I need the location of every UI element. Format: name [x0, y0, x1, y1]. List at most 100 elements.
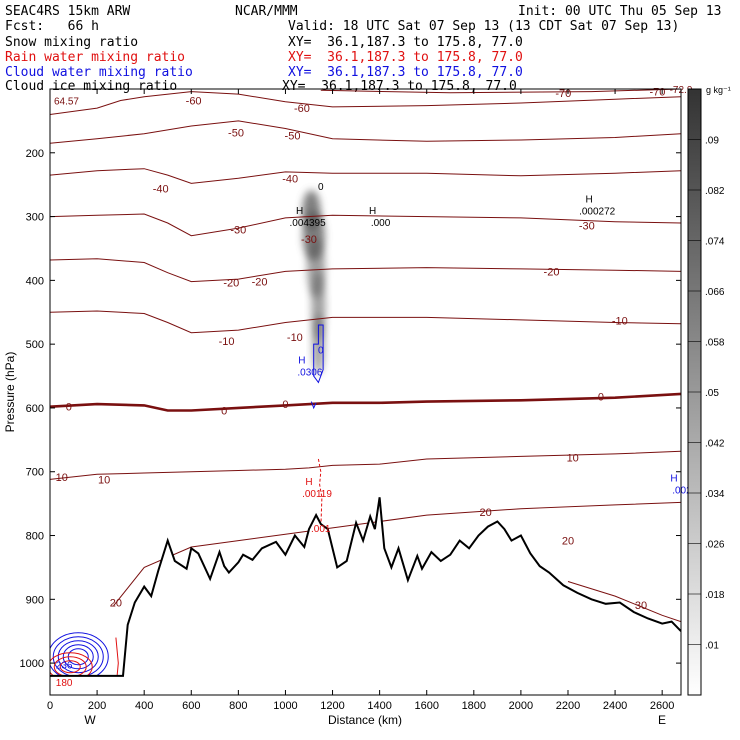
- contour-label: -70: [555, 88, 571, 100]
- colorbar-tick-label: .058: [705, 338, 725, 349]
- field-row-cloud-ice: Cloud ice mixing ratio: [5, 79, 178, 94]
- contour-label: -30: [301, 234, 317, 246]
- y-tick-label: 200: [26, 148, 44, 160]
- right-endpoint-label: E: [658, 713, 666, 727]
- plot-frame: [49, 88, 682, 696]
- maximum-marker: H: [586, 194, 593, 205]
- x-tick-label: 400: [135, 700, 153, 712]
- y-tick-label: 700: [26, 467, 44, 479]
- rain-water-contour: [317, 458, 323, 530]
- contour-label: 0: [318, 345, 324, 356]
- x-tick-label: 1800: [462, 700, 486, 712]
- y-tick-label: 400: [26, 275, 44, 287]
- y-tick-label: 1000: [20, 658, 44, 670]
- y-tick-label: 500: [26, 339, 44, 351]
- temperature-contour: [320, 89, 681, 94]
- x-tick-label: 1000: [273, 700, 297, 712]
- contour-label: -40: [153, 184, 169, 196]
- contour-label: -30: [579, 221, 595, 233]
- contour-label: -10: [219, 336, 235, 348]
- y-tick-label: 300: [26, 212, 44, 224]
- x-tick-label: 2600: [650, 700, 674, 712]
- field-row-cloud-water: Cloud water mixing ratio: [5, 65, 193, 80]
- header-init: Init: 00 UTC Thu 05 Sep 13: [518, 4, 722, 19]
- cloud-water-contour: [310, 401, 317, 410]
- x-tick-label: 1600: [414, 700, 438, 712]
- contour-label: -10: [612, 316, 628, 328]
- header-valid: Valid: 18 UTC Sat 07 Sep 13 (13 CDT Sat …: [288, 19, 680, 34]
- temperature-contour: [50, 213, 681, 237]
- temperature-contour: [50, 450, 681, 480]
- cloud-water-contour: [57, 640, 99, 674]
- maximum-marker: H: [296, 206, 303, 217]
- contour-label: 0: [66, 402, 72, 414]
- cloud-water-contour: [313, 324, 324, 384]
- maximum-value: .000: [371, 218, 391, 229]
- contour-label: 236: [56, 660, 73, 671]
- x-tick-label: 200: [88, 700, 106, 712]
- terrain-fill: [50, 497, 681, 695]
- contour-label: 20: [479, 507, 491, 519]
- maximum-marker: H: [305, 477, 312, 488]
- contour-label: 20: [562, 536, 574, 548]
- contour-label: .001: [311, 524, 331, 535]
- colorbar-tick-label: .026: [705, 540, 725, 551]
- maximum-value: .000272: [579, 206, 616, 217]
- field-row-snow-xy: XY= 36.1,187.3 to 175.8, 77.0: [288, 35, 523, 50]
- y-axis-label: Pressure (hPa): [3, 352, 17, 433]
- contour-label: 0: [282, 399, 288, 411]
- temperature-contour: [50, 120, 681, 144]
- x-axis-label: Distance (km): [328, 713, 402, 727]
- colorbar-tick-label: .05: [705, 388, 719, 399]
- maximum-value: .004395: [289, 218, 326, 229]
- contour-label: 10: [567, 453, 579, 465]
- contour-label: -40: [282, 173, 298, 185]
- cloud-water-contour: [62, 644, 94, 670]
- contour-label: -20: [223, 277, 239, 289]
- temperature-contour: [50, 258, 681, 283]
- x-tick-label: 2000: [509, 700, 533, 712]
- contour-label: -50: [228, 127, 244, 139]
- contour-label: 10: [98, 474, 110, 486]
- colorbar-tick-label: .082: [705, 186, 725, 197]
- contour-label: -30: [230, 224, 246, 236]
- contour-label: -20: [252, 277, 268, 289]
- maximum-marker: H: [670, 474, 677, 485]
- x-tick-label: 0: [47, 700, 53, 712]
- contour-label: 0: [221, 405, 227, 417]
- temperature-contour: [113, 501, 681, 607]
- header-model: SEAC4RS 15km ARW: [5, 4, 131, 19]
- maximum-marker: H: [298, 356, 305, 367]
- contour-label: -70: [650, 87, 666, 99]
- cloud-water-contour: [50, 632, 109, 682]
- contour-label: 30: [635, 600, 647, 612]
- field-row-cloud-water-xy: XY= 36.1,187.3 to 175.8, 77.0: [288, 65, 523, 80]
- colorbar-tick-label: .09: [705, 136, 719, 147]
- maximum-value: .00119: [302, 489, 332, 500]
- y-tick-label: 600: [26, 403, 44, 415]
- field-row-rain: Rain water mixing ratio: [5, 50, 186, 65]
- y-tick-label: 900: [26, 594, 44, 606]
- colorbar-tick-label: .01: [705, 641, 719, 652]
- maximum-marker: H: [369, 206, 376, 217]
- contour-label: 0: [598, 391, 604, 403]
- contour-label: 64.57: [54, 96, 79, 107]
- contour-label: -60: [294, 103, 310, 115]
- left-endpoint-label: W: [84, 713, 96, 727]
- rain-water-contour: [59, 660, 81, 674]
- x-tick-label: 2400: [603, 700, 627, 712]
- colorbar-tick-label: .034: [705, 489, 725, 500]
- temperature-contour: [50, 310, 681, 334]
- temperature-contour: [567, 581, 681, 623]
- contour-label: 10: [56, 472, 68, 484]
- maximum-value: .0306: [297, 368, 322, 379]
- contour-label: 180: [56, 678, 73, 689]
- temperature-contour: [50, 91, 681, 115]
- x-tick-label: 600: [182, 700, 200, 712]
- header-center: NCAR/MMM: [235, 4, 298, 19]
- contour-label: -10: [287, 332, 303, 344]
- colorbar-tick-label: .018: [705, 590, 725, 601]
- contour-label: -50: [285, 131, 301, 143]
- colorbar-tick-label: .042: [705, 439, 725, 450]
